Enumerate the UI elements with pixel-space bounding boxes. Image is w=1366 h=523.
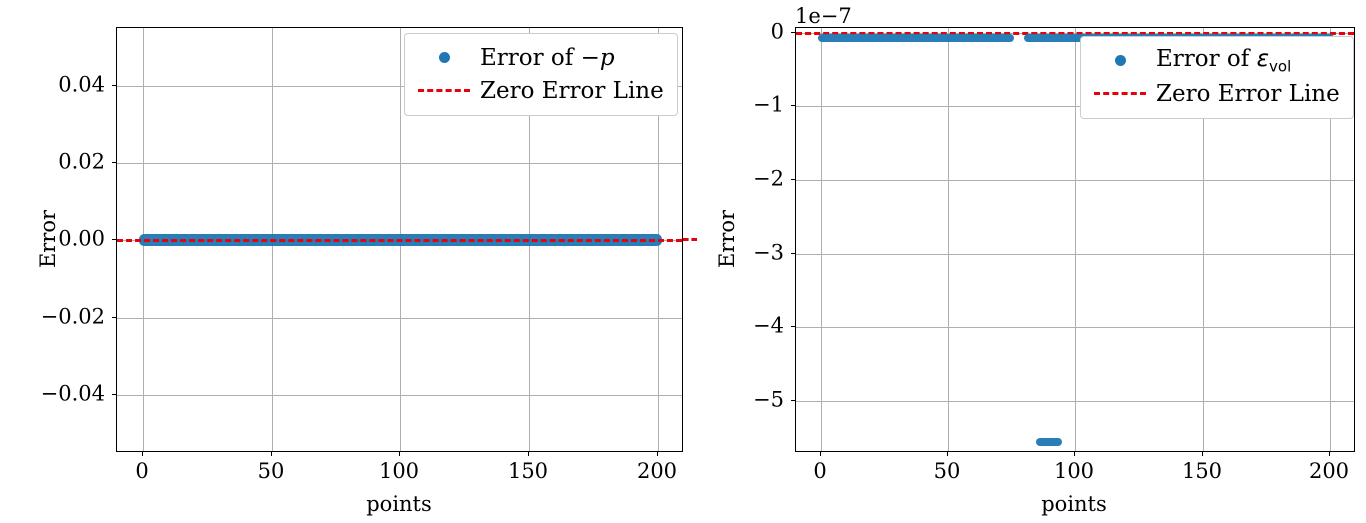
gridline-vertical	[821, 28, 822, 451]
y-axis-label: Error	[36, 209, 60, 269]
legend-entry-zero-line[interactable]: Zero Error Line	[1092, 77, 1342, 110]
ytick-mark	[112, 239, 116, 240]
xtick-label: 0	[135, 459, 149, 483]
gridline-horizontal	[117, 318, 682, 319]
gridline-vertical	[1330, 28, 1331, 451]
ytick-mark	[112, 85, 116, 86]
ytick-label: −2	[753, 166, 784, 191]
legend-dash-icon	[1092, 92, 1148, 95]
gridline-vertical	[1203, 28, 1204, 451]
ytick-mark	[112, 317, 116, 318]
legend-label-error: Error of εvol	[1156, 45, 1292, 76]
legend-left[interactable]: Error of −p Zero Error Line	[404, 33, 678, 116]
xtick-label: 50	[933, 459, 961, 483]
y-axis-offset-text: 1e−7	[795, 4, 852, 28]
xtick-mark	[271, 452, 272, 456]
ytick-mark	[791, 400, 795, 401]
ytick-mark	[112, 394, 116, 395]
gridline-horizontal	[117, 86, 682, 87]
panel-left: 0 50 100 150 200 0.04 0.02 0.00 −0.02 −0…	[36, 27, 697, 516]
legend-marker-icon	[416, 52, 472, 63]
ytick-mark	[791, 105, 795, 106]
ytick-mark	[791, 179, 795, 180]
ytick-label: 0.04	[58, 72, 105, 97]
scatter-points-error-evol	[818, 34, 1014, 42]
xtick-label: 150	[507, 459, 549, 483]
xtick-label: 150	[1181, 459, 1223, 483]
xtick-label: 200	[1308, 459, 1350, 483]
x-axis-label: points	[1041, 492, 1107, 516]
xtick-mark	[1074, 452, 1075, 456]
ytick-label: −0.04	[40, 381, 105, 406]
zero-error-line	[117, 239, 682, 242]
legend-marker-icon	[1092, 55, 1148, 66]
gridline-horizontal	[117, 395, 682, 396]
gridline-horizontal	[117, 163, 682, 164]
xtick-mark	[1202, 452, 1203, 456]
ytick-label: −0.02	[40, 304, 105, 329]
legend-label-zero-line: Zero Error Line	[480, 77, 664, 104]
gridline-horizontal	[796, 180, 1354, 181]
ytick-label: 0	[770, 19, 784, 44]
xtick-mark	[947, 452, 948, 456]
gridline-vertical	[948, 28, 949, 451]
xtick-label: 200	[636, 459, 678, 483]
gridline-horizontal	[796, 254, 1354, 255]
legend-entry-error[interactable]: Error of −p	[416, 41, 666, 74]
legend-entry-error[interactable]: Error of εvol	[1092, 44, 1342, 77]
ytick-label: −3	[753, 240, 784, 265]
xtick-mark	[142, 452, 143, 456]
xtick-label: 50	[257, 459, 285, 483]
ytick-label: −5	[753, 387, 784, 412]
xtick-mark	[528, 452, 529, 456]
xtick-label: 100	[378, 459, 420, 483]
ytick-mark	[791, 326, 795, 327]
gridline-vertical	[1075, 28, 1076, 451]
legend-entry-zero-line[interactable]: Zero Error Line	[416, 74, 666, 107]
ytick-label: 0.02	[58, 149, 105, 174]
xtick-mark	[657, 452, 658, 456]
xtick-mark	[399, 452, 400, 456]
xtick-label: 100	[1053, 459, 1095, 483]
zero-error-line	[796, 32, 1354, 35]
ytick-mark	[112, 162, 116, 163]
gridline-horizontal	[796, 106, 1354, 107]
ytick-label: −4	[753, 313, 784, 338]
ytick-mark	[791, 32, 795, 33]
ytick-label: 0.00	[58, 226, 105, 251]
xtick-mark	[820, 452, 821, 456]
legend-label-error: Error of −p	[480, 44, 615, 71]
ytick-label: −1	[753, 92, 784, 117]
ytick-mark	[791, 253, 795, 254]
legend-right[interactable]: Error of εvol Zero Error Line	[1080, 36, 1354, 119]
panel-right: 0 50 100 150 200 0 −1 −2 −3 −4 −5 1e−7 p…	[683, 0, 1366, 523]
x-axis-label: points	[366, 492, 432, 516]
gridline-horizontal	[796, 327, 1354, 328]
scatter-outlier-cluster	[1036, 438, 1062, 446]
zero-error-line-overhang	[683, 238, 697, 241]
gridline-horizontal	[796, 401, 1354, 402]
y-axis-label: Error	[715, 209, 739, 269]
xtick-mark	[1329, 452, 1330, 456]
legend-dash-icon	[416, 89, 472, 92]
xtick-label: 0	[813, 459, 827, 483]
legend-label-zero-line: Zero Error Line	[1156, 80, 1340, 107]
